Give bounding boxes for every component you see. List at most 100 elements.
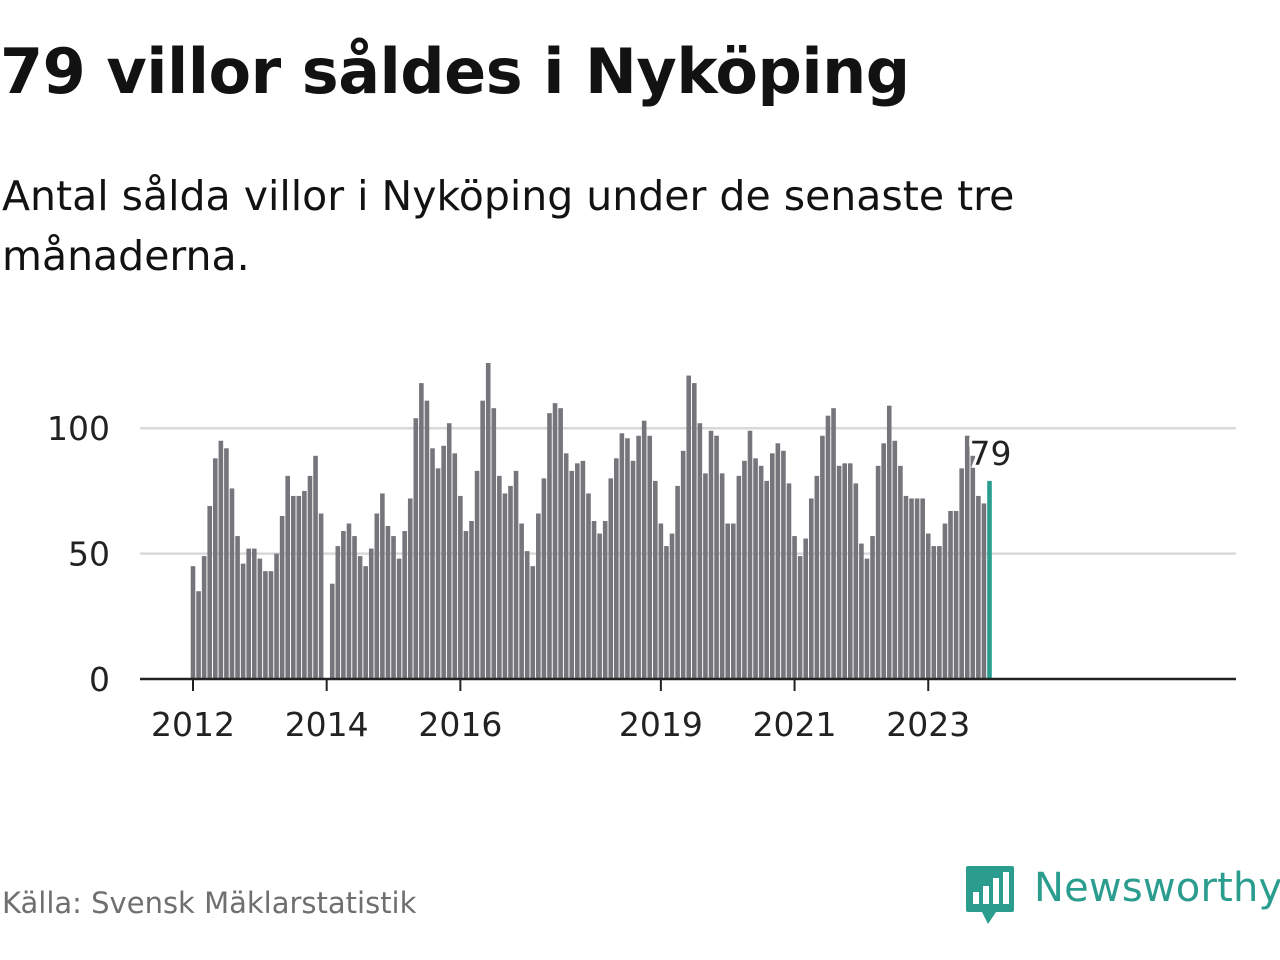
bar	[302, 490, 307, 679]
bar	[430, 448, 435, 679]
bar	[307, 475, 313, 679]
x-axis-ticks: 2012 2014 2016 2019 2021 2023	[151, 679, 970, 744]
bar	[385, 526, 391, 679]
bars	[190, 363, 992, 679]
x-tick-label-2012: 2012	[151, 705, 235, 744]
bar	[725, 523, 731, 679]
bar	[335, 546, 341, 679]
bar	[641, 420, 647, 679]
bar	[251, 548, 257, 679]
bar	[285, 475, 290, 679]
bar	[842, 463, 847, 679]
bar	[207, 505, 213, 679]
bar	[352, 536, 357, 679]
bar	[870, 536, 875, 679]
annotations: 79	[967, 431, 1015, 476]
bar	[981, 503, 987, 679]
bar	[580, 460, 586, 679]
bar	[808, 498, 814, 679]
bar	[218, 440, 224, 679]
bar	[675, 485, 680, 679]
bar	[886, 405, 892, 679]
bar	[541, 478, 547, 679]
bar-highlight	[987, 480, 992, 679]
bar	[212, 458, 218, 679]
bar	[959, 468, 964, 679]
bar	[764, 480, 770, 679]
bar	[719, 473, 725, 679]
bar	[519, 523, 524, 679]
bar	[246, 548, 251, 679]
bar	[419, 383, 424, 679]
x-tick-label-2019: 2019	[619, 705, 703, 744]
bar	[792, 536, 797, 679]
bar	[730, 523, 736, 679]
y-axis-ticks: 0 50 100	[47, 409, 110, 699]
bar	[892, 440, 898, 679]
bar	[692, 383, 697, 679]
x-tick-label-2014: 2014	[285, 705, 369, 744]
bar	[491, 408, 497, 679]
bar	[279, 516, 285, 679]
source-note: Källa: Svensk Mäklarstatistik	[2, 886, 417, 920]
bar	[914, 498, 920, 679]
bar	[586, 493, 591, 679]
bar	[602, 521, 608, 679]
bar	[903, 495, 909, 679]
bar	[591, 521, 597, 679]
bar	[669, 533, 675, 679]
bar	[831, 408, 836, 679]
bar	[814, 475, 820, 679]
bar	[229, 488, 235, 679]
bar	[680, 450, 686, 679]
bar	[686, 375, 692, 679]
bar	[647, 435, 653, 679]
bar	[625, 438, 630, 679]
bar	[909, 498, 914, 679]
bar	[485, 363, 491, 679]
bar	[881, 443, 886, 679]
bar	[257, 558, 263, 679]
x-tick-label-2023: 2023	[886, 705, 970, 744]
bar	[391, 536, 396, 679]
bar	[435, 468, 441, 679]
bar	[368, 548, 374, 679]
bar	[446, 423, 452, 679]
bar-chart: 0 50 100 2012 2014 2016 2019 2021 2023 79	[47, 363, 1236, 744]
bar	[964, 435, 970, 679]
bar	[502, 493, 508, 679]
highlight-value-label: 79	[970, 434, 1012, 473]
bar	[268, 571, 274, 679]
x-tick-label-2021: 2021	[753, 705, 837, 744]
bar	[803, 538, 808, 679]
bar	[536, 513, 541, 679]
bar	[575, 463, 580, 679]
chart-title: 79 villor såldes i Nyköping	[0, 35, 910, 108]
bar	[758, 465, 764, 679]
bar	[630, 460, 636, 679]
bar	[402, 531, 407, 679]
bar	[558, 408, 563, 679]
bar	[948, 510, 953, 679]
bar	[836, 465, 842, 679]
bar	[697, 423, 703, 679]
bar	[452, 453, 458, 679]
bar	[608, 478, 614, 679]
bar	[413, 418, 419, 679]
x-tick-label-2016: 2016	[418, 705, 502, 744]
bar	[469, 521, 474, 679]
bar	[290, 495, 296, 679]
bar	[313, 455, 318, 679]
bar	[636, 435, 641, 679]
bar	[563, 453, 569, 679]
bar	[458, 495, 463, 679]
newsworthy-logo-icon	[966, 866, 1014, 924]
bar	[825, 415, 831, 679]
bar	[970, 455, 976, 679]
bar	[747, 430, 753, 679]
bar	[329, 583, 335, 679]
bar	[407, 498, 413, 679]
bar	[196, 591, 201, 679]
bar	[714, 435, 719, 679]
bar	[530, 566, 536, 679]
